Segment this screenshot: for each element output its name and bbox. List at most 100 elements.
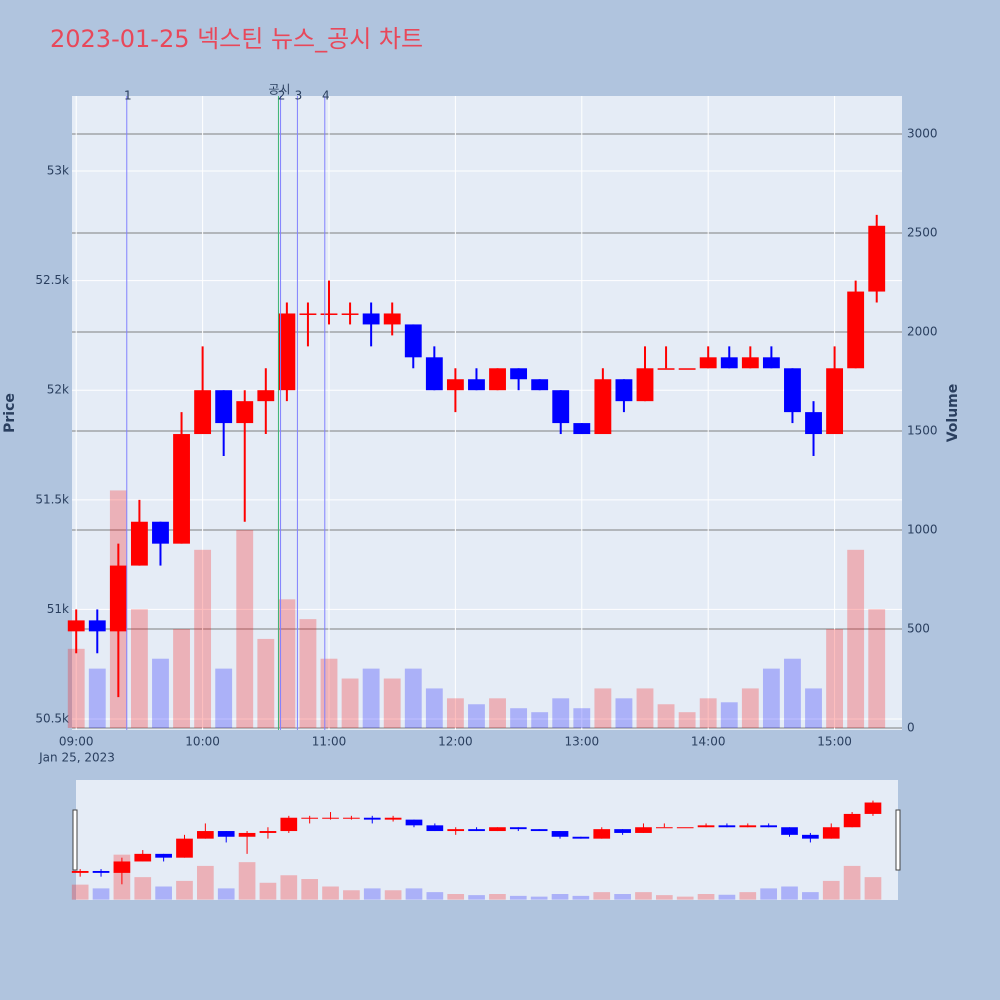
mini-volume-bar — [301, 879, 319, 900]
mini-candle-body — [760, 825, 777, 828]
volume-bar — [762, 668, 780, 729]
mini-candle-body — [447, 829, 465, 832]
candle-body — [847, 291, 865, 369]
volume-bar — [278, 599, 296, 729]
candle-body — [657, 368, 675, 370]
slider-handle[interactable] — [895, 809, 901, 871]
mini-candle-body — [593, 829, 611, 839]
x-tick-label: 14:00 — [691, 735, 726, 749]
mini-candle-body — [864, 802, 882, 814]
candle-body — [257, 390, 275, 402]
y-tick-label: 52k — [47, 383, 69, 397]
volume-bar — [468, 704, 485, 729]
y-tick-label: 51k — [47, 602, 69, 616]
mini-volume-bar — [426, 892, 444, 900]
candle-body — [278, 313, 296, 391]
volume-bar — [636, 688, 654, 729]
volume-bar — [383, 678, 401, 729]
mini-candle-body — [718, 825, 736, 828]
x-tick-label: 11:00 — [312, 735, 347, 749]
mini-volume-bar — [572, 895, 590, 900]
candle-body — [594, 379, 612, 435]
candle-body — [699, 357, 717, 369]
mini-candle-body — [343, 817, 360, 819]
x-tick-label: 09:00 — [59, 735, 94, 749]
volume-bar — [404, 668, 422, 729]
mini-candle-body — [614, 829, 631, 833]
volume-bar — [320, 658, 338, 729]
mini-candle-body — [655, 827, 673, 829]
y2-tick-label: 500 — [907, 622, 930, 636]
candle-body — [720, 357, 738, 369]
mini-volume-bar — [781, 886, 798, 900]
volume-bar — [826, 629, 844, 729]
mini-candle-body — [92, 870, 110, 873]
volume-bar — [784, 658, 801, 729]
x-tick-label: 15:00 — [817, 735, 852, 749]
mini-candle-body — [322, 817, 339, 819]
x-tick-label: 10:00 — [185, 735, 220, 749]
candle-body — [341, 313, 359, 315]
range-slider[interactable] — [76, 780, 898, 900]
mini-candle-body — [468, 829, 485, 832]
volume-bar — [362, 668, 380, 729]
event-label: 1 — [124, 89, 132, 103]
volume-bar — [678, 712, 696, 729]
mini-volume-bar — [468, 895, 485, 900]
mini-candle-body — [489, 827, 506, 832]
candle-body — [678, 368, 696, 370]
candle-body — [383, 313, 401, 325]
candle-body — [468, 379, 485, 391]
y-tick-label: 53k — [47, 163, 69, 177]
volume-bar — [152, 658, 169, 729]
volume-bar — [847, 549, 865, 729]
mini-volume-bar — [259, 882, 277, 900]
mini-volume-bar — [864, 877, 882, 900]
mini-volume-bar — [343, 890, 360, 900]
mini-candle-body — [822, 827, 840, 839]
volume-bar — [236, 530, 254, 729]
mini-candle-body — [551, 831, 569, 837]
candle-body — [636, 368, 654, 402]
volume-bar — [594, 688, 612, 729]
candle-body — [152, 521, 169, 544]
mini-volume-bar — [405, 888, 423, 900]
mini-candle-body — [384, 817, 402, 820]
y-tick-label: 51.5k — [35, 492, 69, 506]
mini-candle-body — [426, 825, 444, 832]
mini-volume-bar — [530, 896, 548, 900]
volume-bar — [657, 704, 675, 729]
mini-candle-body — [635, 827, 652, 833]
candle-body — [215, 390, 233, 424]
mini-volume-bar — [280, 875, 298, 900]
candle-body — [868, 225, 886, 292]
mini-candle-body — [530, 829, 548, 832]
event-label: 공시 — [268, 83, 290, 97]
mini-volume-bar — [363, 888, 381, 900]
y2-axis-title: Volume — [945, 384, 961, 443]
candle-body — [805, 412, 822, 435]
x-tick-label: 12:00 — [438, 735, 473, 749]
event-label: 3 — [295, 89, 303, 103]
volume-bar — [805, 688, 822, 729]
mini-candle-body — [176, 838, 193, 858]
slider-handle[interactable] — [72, 809, 78, 871]
candle-body — [615, 379, 633, 402]
mini-volume-bar — [197, 865, 214, 900]
mini-volume-bar — [509, 895, 527, 900]
candle-body — [489, 368, 506, 391]
mini-volume-bar — [134, 877, 152, 900]
mini-candle-body — [697, 825, 715, 828]
mini-volume-bar — [843, 865, 861, 900]
event-label: 4 — [322, 89, 330, 103]
volume-bar — [868, 609, 886, 729]
mini-candle-body — [363, 817, 381, 820]
mini-candle-body — [238, 832, 256, 837]
candle-body — [362, 313, 380, 325]
volume-bar — [573, 708, 591, 729]
candle-body — [826, 368, 844, 435]
x-date-label: Jan 25, 2023 — [38, 751, 115, 765]
mini-candle-body — [134, 853, 152, 862]
y2-tick-label: 2000 — [907, 325, 938, 339]
mini-candle-body — [572, 836, 590, 839]
